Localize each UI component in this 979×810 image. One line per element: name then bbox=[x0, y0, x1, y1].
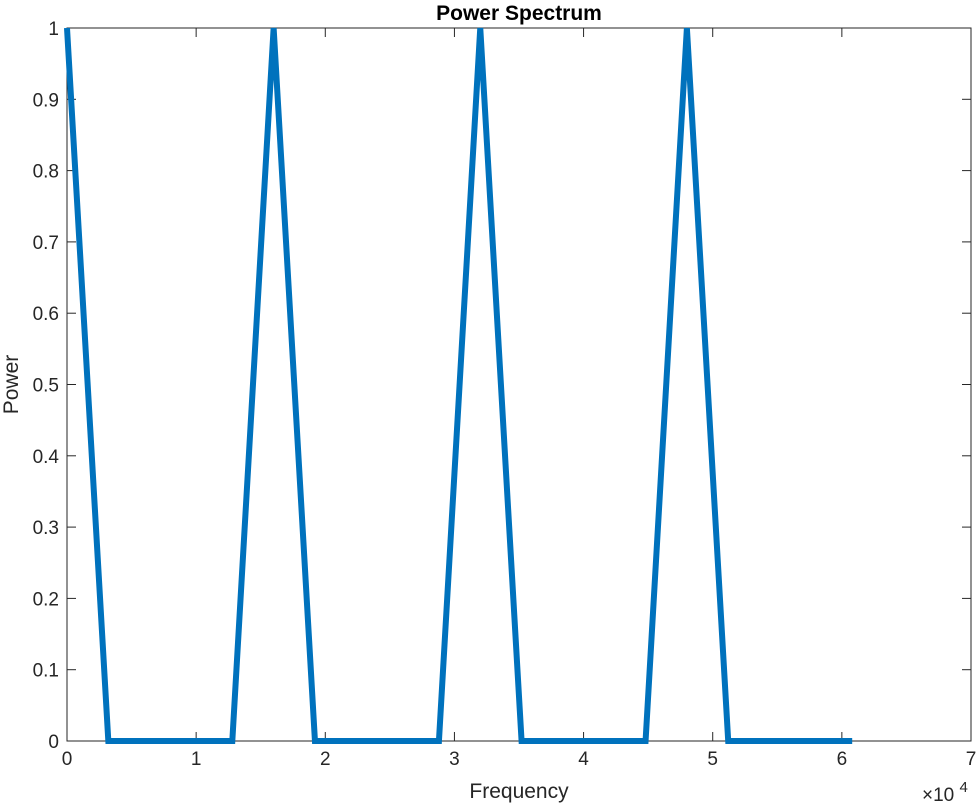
y-tick-label: 0.3 bbox=[33, 518, 59, 539]
y-tick-label: 0.5 bbox=[33, 376, 59, 397]
y-tick-label: 0.6 bbox=[33, 304, 59, 325]
y-tick-label: 0.8 bbox=[33, 162, 59, 183]
series-layer bbox=[64, 27, 853, 744]
x-tick-label: 5 bbox=[707, 749, 718, 770]
x-tick-label: 4 bbox=[578, 749, 589, 770]
y-tick-label: 0 bbox=[48, 732, 59, 753]
x-tick-label: 1 bbox=[191, 749, 202, 770]
y-axis-label: Power bbox=[0, 355, 23, 415]
x-axis-label: Frequency bbox=[469, 780, 569, 803]
x-tick-label: 6 bbox=[837, 749, 848, 770]
y-tick-label: 0.4 bbox=[33, 447, 60, 468]
x-tick-label: 7 bbox=[966, 749, 977, 770]
x-tick-label: 2 bbox=[320, 749, 331, 770]
series-line bbox=[64, 27, 853, 744]
y-tick-label: 0.9 bbox=[33, 90, 59, 111]
chart-title: Power Spectrum bbox=[436, 2, 602, 25]
x-exponent-base: ×10 bbox=[922, 785, 954, 805]
x-exponent-power: 4 bbox=[960, 779, 968, 796]
y-tick-label: 1 bbox=[48, 19, 59, 40]
axes-box bbox=[66, 27, 972, 742]
x-tick-label: 0 bbox=[62, 749, 73, 770]
axes-frame bbox=[66, 27, 972, 742]
y-tick-label: 0.1 bbox=[33, 661, 59, 682]
x-tick-label: 3 bbox=[449, 749, 460, 770]
y-tick-label: 0.7 bbox=[33, 233, 59, 254]
x-axis-exponent: ×10 4 bbox=[922, 779, 968, 805]
ticks-layer: 0 1 2 3 4 5 6 7 0 0.1 0.2 0.3 0.4 0.5 0.6 0.7 0.8 0.9 1 bbox=[33, 19, 977, 770]
y-tick-label: 0.2 bbox=[33, 589, 59, 610]
